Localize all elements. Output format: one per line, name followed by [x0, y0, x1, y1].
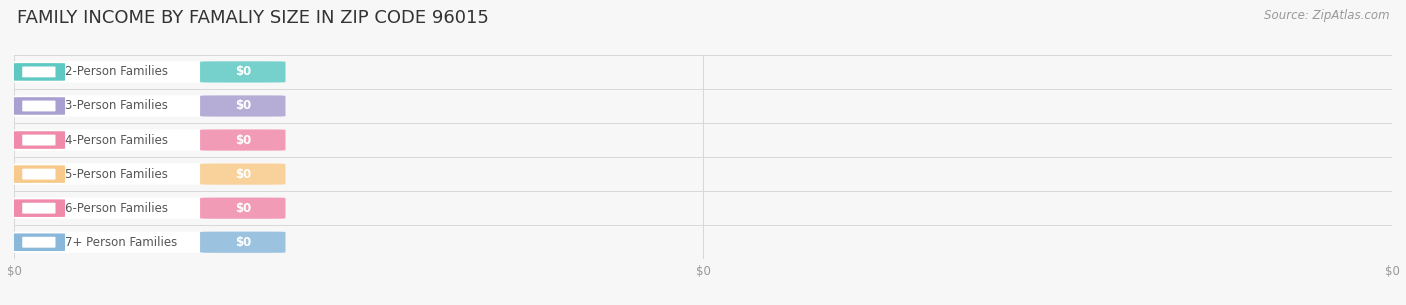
FancyBboxPatch shape	[13, 63, 65, 81]
Text: 4-Person Families: 4-Person Families	[65, 134, 169, 146]
FancyBboxPatch shape	[4, 61, 285, 83]
FancyBboxPatch shape	[200, 129, 285, 151]
FancyBboxPatch shape	[13, 131, 65, 149]
Text: $0: $0	[235, 66, 250, 78]
Text: 6-Person Families: 6-Person Families	[65, 202, 169, 215]
Text: $0: $0	[235, 202, 250, 215]
FancyBboxPatch shape	[4, 129, 285, 151]
Text: 5-Person Families: 5-Person Families	[65, 168, 167, 181]
FancyBboxPatch shape	[13, 97, 65, 115]
Text: 7+ Person Families: 7+ Person Families	[65, 236, 177, 249]
FancyBboxPatch shape	[13, 233, 65, 251]
FancyBboxPatch shape	[22, 237, 55, 248]
Text: $0: $0	[235, 168, 250, 181]
FancyBboxPatch shape	[22, 169, 55, 180]
Text: FAMILY INCOME BY FAMALIY SIZE IN ZIP CODE 96015: FAMILY INCOME BY FAMALIY SIZE IN ZIP COD…	[17, 9, 489, 27]
FancyBboxPatch shape	[4, 231, 285, 253]
Text: 2-Person Families: 2-Person Families	[65, 66, 169, 78]
Text: Source: ZipAtlas.com: Source: ZipAtlas.com	[1264, 9, 1389, 22]
FancyBboxPatch shape	[200, 231, 285, 253]
FancyBboxPatch shape	[4, 95, 285, 117]
FancyBboxPatch shape	[13, 199, 65, 217]
FancyBboxPatch shape	[22, 101, 55, 111]
Text: 3-Person Families: 3-Person Families	[65, 99, 167, 113]
FancyBboxPatch shape	[13, 165, 65, 183]
FancyBboxPatch shape	[22, 203, 55, 214]
Text: $0: $0	[235, 236, 250, 249]
FancyBboxPatch shape	[4, 163, 285, 185]
Text: $0: $0	[235, 134, 250, 146]
FancyBboxPatch shape	[22, 135, 55, 145]
FancyBboxPatch shape	[200, 163, 285, 185]
FancyBboxPatch shape	[4, 198, 285, 219]
FancyBboxPatch shape	[200, 61, 285, 83]
FancyBboxPatch shape	[22, 66, 55, 77]
FancyBboxPatch shape	[200, 95, 285, 117]
FancyBboxPatch shape	[200, 198, 285, 219]
Text: $0: $0	[235, 99, 250, 113]
